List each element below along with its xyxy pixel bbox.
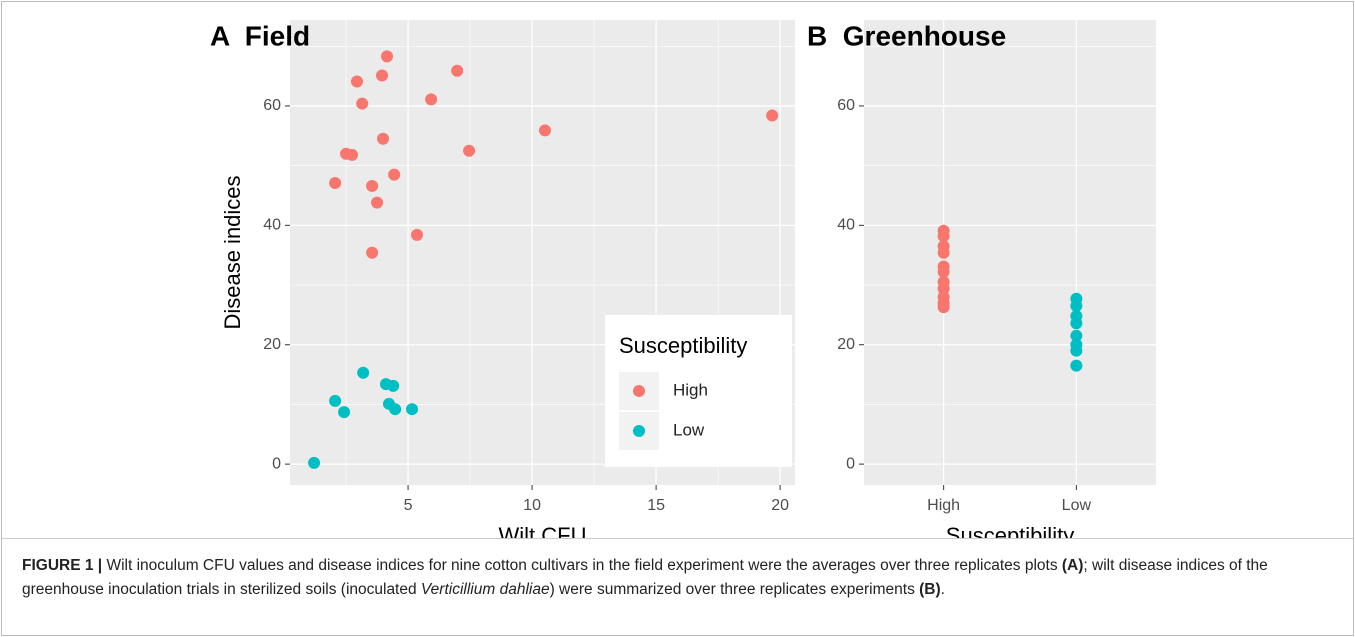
caption-text: Wilt inoculum CFU values and disease ind… — [102, 557, 1062, 574]
y-tick-label: 60 — [263, 97, 281, 114]
y-tick-label: 40 — [263, 217, 281, 234]
point — [406, 403, 419, 416]
point — [377, 132, 390, 145]
separator — [2, 538, 1353, 539]
legend-marker — [633, 385, 645, 397]
point — [338, 406, 351, 419]
point — [329, 176, 342, 189]
y-tick-label: 0 — [272, 455, 281, 472]
point — [538, 124, 551, 137]
y-tick-label: 40 — [837, 217, 855, 234]
point — [350, 75, 363, 88]
point — [388, 168, 401, 181]
x-tick-label: 10 — [523, 497, 541, 514]
x-tick-label: 20 — [771, 497, 789, 514]
y-tick-label: 60 — [837, 97, 855, 114]
chart-title: A Field — [210, 20, 310, 51]
point — [451, 64, 464, 77]
point — [357, 366, 370, 379]
caption-text: FIGURE 1 | — [22, 557, 103, 574]
caption-text: (A) — [1061, 557, 1084, 574]
point — [1070, 299, 1083, 312]
legend-label: Low — [673, 420, 705, 439]
point — [387, 379, 400, 392]
point — [937, 230, 950, 243]
point — [766, 109, 779, 122]
y-axis-title: Disease indices — [220, 175, 245, 329]
point — [937, 246, 950, 259]
x-tick-label: 15 — [647, 497, 665, 514]
point — [1070, 317, 1083, 330]
caption-text: ) were summarized over three replicates … — [549, 581, 920, 598]
point — [389, 403, 402, 416]
point — [425, 93, 438, 106]
point — [937, 282, 950, 295]
point — [346, 148, 359, 161]
y-tick-label: 20 — [837, 336, 855, 353]
point — [371, 196, 384, 209]
legend-title: Susceptibility — [619, 333, 747, 358]
x-axis-title: Susceptibility — [946, 523, 1074, 538]
x-axis-title: Wilt CFU — [499, 523, 587, 538]
charts: 0 20 40 60 5 10 15 20 A Field Wilt CFU Disease ind… — [210, 20, 1156, 538]
point — [937, 265, 950, 278]
point — [463, 144, 476, 157]
caption: FIGURE 1 | Wilt inoculum CFU values and … — [22, 554, 1337, 602]
y-tick-label: 20 — [263, 336, 281, 353]
point — [366, 179, 379, 192]
point — [366, 246, 379, 259]
point — [410, 228, 423, 241]
point — [380, 50, 393, 63]
y-tick-label: 0 — [846, 455, 855, 472]
point — [329, 394, 342, 407]
legend-marker — [633, 425, 645, 437]
point — [356, 97, 369, 110]
x-tick-label: High — [927, 497, 960, 514]
caption-text: . — [940, 581, 945, 598]
caption-text: ; wilt disease indices of the greenhouse… — [22, 557, 1273, 598]
x-tick-label: Low — [1062, 497, 1092, 514]
point — [937, 301, 950, 314]
caption-text: (B) — [919, 581, 941, 598]
x-tick-label: 5 — [404, 497, 413, 514]
legend-label: High — [673, 380, 708, 399]
point — [1070, 344, 1083, 357]
chart-title: B Greenhouse — [807, 20, 1006, 51]
panel — [864, 20, 1156, 485]
caption-text: Verticillium dahliae — [420, 581, 550, 598]
point — [1070, 329, 1083, 342]
point — [376, 69, 389, 82]
point — [308, 456, 321, 469]
point — [1070, 359, 1083, 372]
